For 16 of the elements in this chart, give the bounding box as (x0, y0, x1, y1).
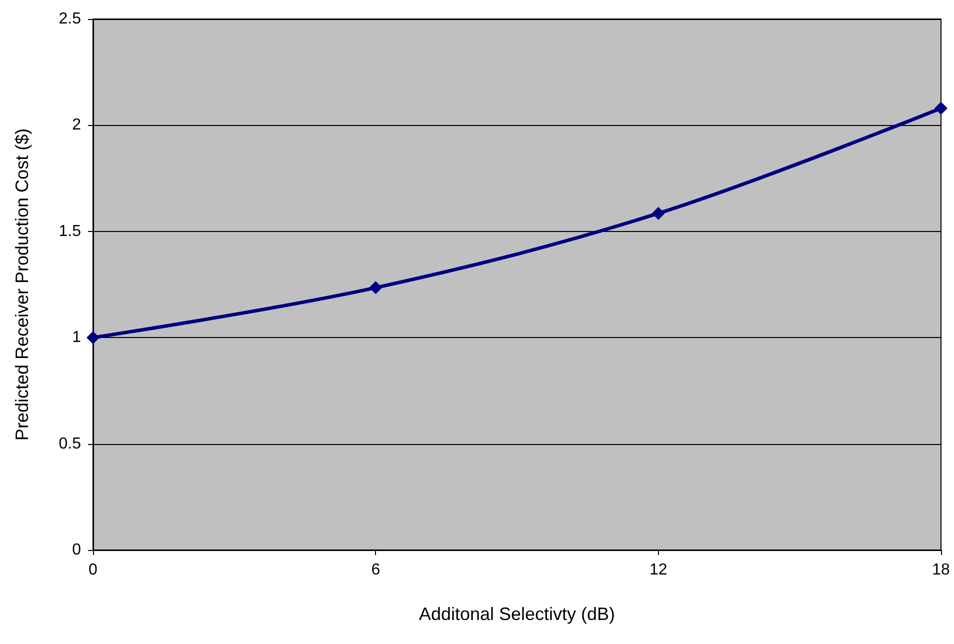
y-tick-label: 2.5 (58, 10, 82, 28)
x-tick-label: 18 (932, 562, 950, 578)
x-tick-label: 12 (649, 562, 668, 578)
y-tick-label: 2 (72, 116, 82, 134)
x-tick-label: 6 (371, 562, 380, 578)
y-tick-label: 0 (72, 542, 82, 558)
y-axis-title: Predicted Receiver Production Cost ($) (12, 128, 32, 441)
x-axis-title: Additonal Selectivty (dB) (418, 604, 616, 624)
point (934, 102, 948, 115)
y-tick-label: 0.5 (58, 435, 82, 452)
point (652, 206, 665, 220)
y-tick-label: 1.5 (58, 222, 82, 240)
point (369, 281, 382, 294)
y-tick-label: 1 (72, 329, 82, 346)
x-tick-label: 0 (88, 562, 98, 578)
point (86, 331, 100, 344)
